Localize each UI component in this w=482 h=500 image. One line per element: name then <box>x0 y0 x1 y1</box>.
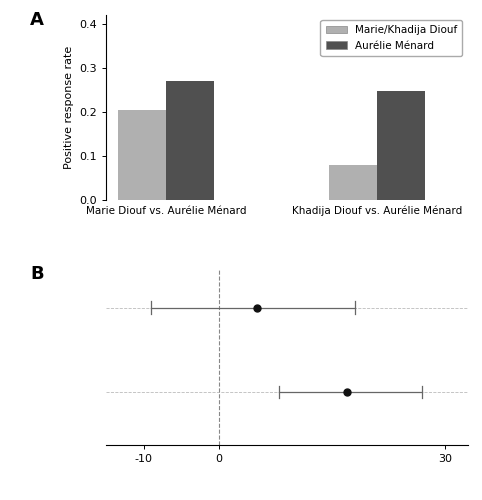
Bar <box>166 81 214 200</box>
Legend: Marie/Khadija Diouf, Aurélie Ménard: Marie/Khadija Diouf, Aurélie Ménard <box>321 20 462 56</box>
Y-axis label: Positive response rate: Positive response rate <box>64 46 74 169</box>
Bar <box>329 165 377 200</box>
Bar <box>118 110 166 200</box>
Bar <box>377 91 425 200</box>
Text: A: A <box>30 12 44 30</box>
Text: B: B <box>30 265 44 283</box>
